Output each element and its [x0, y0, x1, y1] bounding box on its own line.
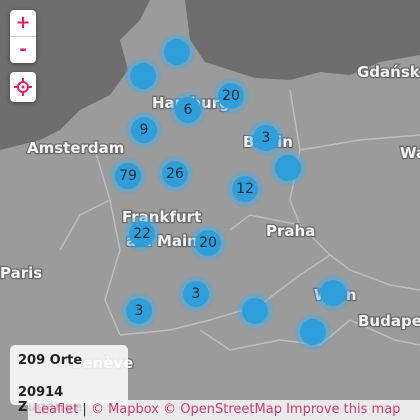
cluster-core[interactable]: [162, 161, 188, 187]
cluster-core[interactable]: [130, 63, 156, 89]
place-label: Budapest: [358, 312, 420, 330]
locate-icon: [14, 78, 32, 96]
cluster-count: 3: [135, 303, 144, 319]
cluster-core[interactable]: [300, 319, 326, 345]
separator: |: [82, 402, 87, 417]
zoom-out[interactable]: -: [10, 36, 36, 63]
north-sea: [0, 0, 150, 150]
place-label: Gdańsk: [357, 63, 420, 81]
cluster-core[interactable]: [218, 83, 244, 109]
cluster-core[interactable]: [275, 155, 301, 181]
zoom-in[interactable]: +: [15, 12, 31, 33]
mapbox-link[interactable]: © Mapbox: [90, 402, 160, 417]
cluster-count: 79: [119, 168, 137, 184]
info-box: 209 Orte 20914 Zugänge: [10, 345, 128, 415]
zoom-control: + -: [10, 10, 36, 63]
cluster-count: 3: [192, 286, 201, 302]
cluster-core[interactable]: [126, 298, 152, 324]
cluster-count: 26: [166, 166, 184, 182]
place-label: Paris: [0, 264, 42, 282]
cluster-core[interactable]: [175, 97, 201, 123]
cluster-count: 20: [222, 88, 240, 104]
osm-link[interactable]: © OpenStreetMap: [163, 402, 282, 417]
cluster-count: 12: [236, 181, 254, 197]
borders: [59, 89, 420, 351]
cluster-core[interactable]: [195, 230, 221, 256]
cluster-count: 3: [262, 130, 271, 146]
leaflet-link[interactable]: Leaflet: [34, 402, 79, 417]
baltic-sea: [185, 0, 420, 80]
cluster-core[interactable]: [131, 117, 157, 143]
cluster-core[interactable]: [183, 281, 209, 307]
cluster-core[interactable]: [320, 280, 346, 306]
cluster-count: 22: [133, 226, 151, 242]
cluster-count: 20: [199, 235, 217, 251]
place-label: Wa: [400, 144, 420, 162]
improve-link[interactable]: Improve this map: [286, 402, 401, 417]
cluster-core[interactable]: [242, 298, 268, 324]
cluster-core[interactable]: [129, 221, 155, 247]
locate-button[interactable]: [10, 72, 36, 102]
cluster-count: 9: [140, 122, 149, 138]
cluster-core[interactable]: [164, 39, 190, 65]
cluster-core[interactable]: [115, 163, 141, 189]
place-label: Praha: [266, 222, 315, 240]
place-label: Amsterdam: [27, 139, 124, 157]
cluster-count: 6: [184, 102, 193, 118]
places-count: 209 Orte: [18, 353, 83, 368]
attribution: Leaflet | © Mapbox © OpenStreetMap Impro…: [28, 400, 420, 420]
cluster-core[interactable]: [232, 176, 258, 202]
cluster-core[interactable]: [253, 125, 279, 151]
